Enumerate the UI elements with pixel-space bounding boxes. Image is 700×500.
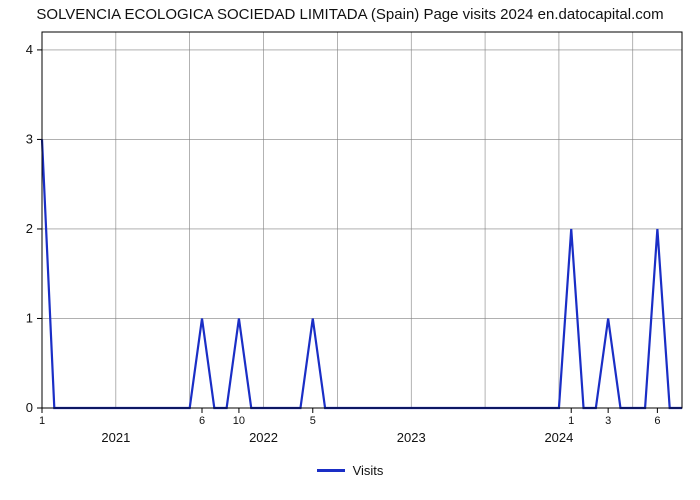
- svg-text:1: 1: [568, 415, 574, 427]
- legend-label: Visits: [353, 463, 384, 478]
- svg-text:6: 6: [654, 415, 660, 427]
- svg-text:3: 3: [605, 415, 611, 427]
- legend-swatch: [317, 469, 345, 472]
- svg-text:3: 3: [26, 131, 33, 146]
- svg-text:2022: 2022: [249, 430, 278, 445]
- svg-text:2023: 2023: [397, 430, 426, 445]
- svg-text:10: 10: [233, 415, 245, 427]
- chart-area: 01234161051362021202220232024: [0, 26, 700, 456]
- svg-text:1: 1: [39, 415, 45, 427]
- svg-text:2024: 2024: [544, 430, 573, 445]
- svg-text:2021: 2021: [101, 430, 130, 445]
- svg-text:0: 0: [26, 400, 33, 415]
- svg-text:5: 5: [310, 415, 316, 427]
- legend: Visits: [0, 456, 700, 484]
- chart-svg: 01234161051362021202220232024: [0, 26, 700, 456]
- svg-text:2: 2: [26, 221, 33, 236]
- svg-text:1: 1: [26, 310, 33, 325]
- svg-text:6: 6: [199, 415, 205, 427]
- chart-title: SOLVENCIA ECOLOGICA SOCIEDAD LIMITADA (S…: [0, 0, 700, 26]
- svg-text:4: 4: [26, 42, 33, 57]
